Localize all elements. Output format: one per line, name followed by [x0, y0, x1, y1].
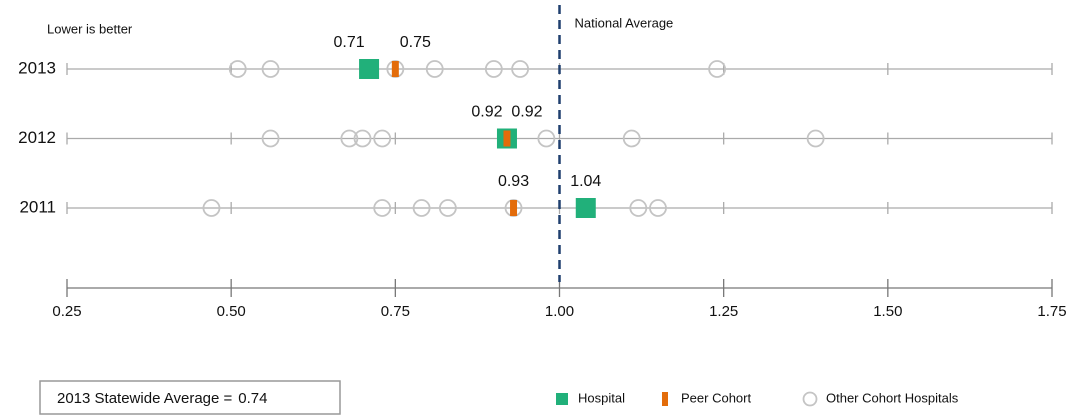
other-hospital: [261, 60, 280, 78]
reference-label: National Average: [575, 15, 674, 30]
row-label: 2012: [18, 128, 56, 147]
statewide-label: 2013 Statewide Average =: [57, 390, 233, 407]
other-hospital: [340, 129, 359, 148]
legend-swatch: [662, 392, 668, 406]
other-hospital: [629, 199, 648, 217]
other-hospital: [228, 60, 247, 78]
x-tick-label: 1.50: [873, 303, 902, 320]
other-hospital: [484, 60, 503, 78]
hospital-mark: [575, 198, 596, 218]
other-hospital: [353, 129, 372, 148]
x-tick-label: 1.25: [709, 303, 738, 320]
other-hospital: [373, 199, 392, 217]
other-hospital: [373, 129, 392, 148]
peer-mark: [391, 61, 399, 77]
peer-mark: [510, 200, 518, 216]
legend-swatch: [556, 393, 568, 405]
other-hospital: [261, 129, 280, 148]
data-label: 0.71: [333, 34, 364, 51]
other-hospital: [412, 199, 431, 217]
data-label: 0.92: [511, 104, 542, 121]
statewide-value: 0.74: [238, 390, 267, 407]
row-label: 2013: [18, 58, 56, 77]
x-tick-label: 1.75: [1037, 303, 1066, 320]
data-label: 0.93: [498, 173, 529, 190]
other-hospital: [806, 129, 825, 148]
statewide-average: 2013 Statewide Average = 0.74: [57, 390, 267, 407]
other-hospital: [622, 129, 641, 148]
other-hospital: [511, 60, 529, 78]
statewide-box: [39, 380, 341, 415]
other-hospital: [438, 199, 457, 217]
x-tick-label: 1.00: [545, 303, 574, 320]
other-hospital: [708, 60, 726, 78]
data-label: 0.75: [400, 34, 431, 51]
hospital-mark: [359, 59, 380, 79]
legend-label: Peer Cohort: [681, 390, 751, 405]
x-tick-label: 0.75: [381, 303, 410, 320]
other-hospital: [425, 60, 444, 78]
data-label: 1.04: [570, 173, 601, 190]
legend-label: Hospital: [578, 390, 625, 405]
x-tick-label: 0.50: [217, 303, 246, 320]
other-hospital: [537, 129, 556, 148]
legend-swatch: [802, 391, 818, 407]
other-hospital: [202, 199, 221, 217]
other-hospital: [649, 199, 667, 217]
data-label: 0.92: [471, 104, 502, 121]
legend-label: Other Cohort Hospitals: [826, 390, 959, 405]
peer-mark: [503, 130, 511, 147]
row-label: 2011: [19, 197, 56, 216]
x-tick-label: 0.25: [52, 303, 81, 320]
note: Lower is better: [47, 21, 133, 36]
